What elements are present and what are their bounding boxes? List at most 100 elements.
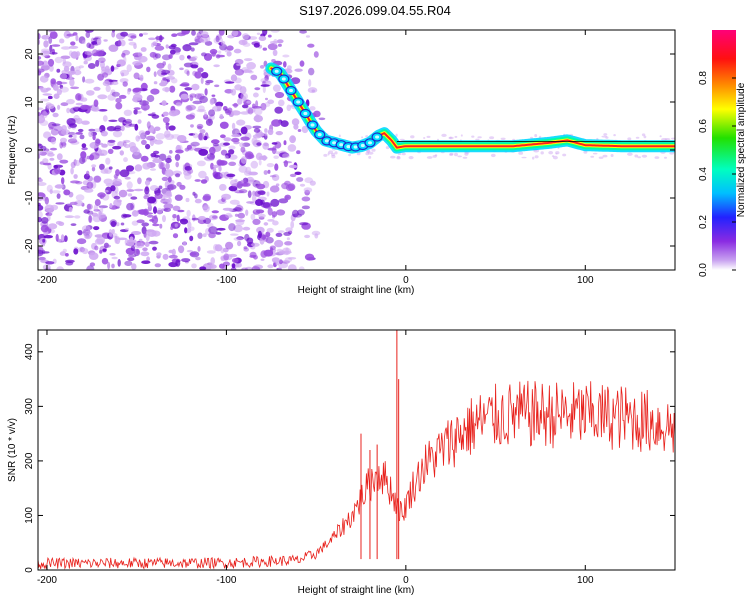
noise-blob	[89, 262, 96, 267]
noise-blob	[190, 141, 200, 147]
noise-blob	[116, 63, 121, 68]
noise-blob	[117, 259, 121, 267]
noise-blob	[225, 212, 233, 219]
noise-blob	[260, 250, 268, 258]
noise-blob	[180, 82, 190, 87]
noise-blob	[262, 30, 268, 36]
noise-blob	[196, 109, 206, 113]
noise-blob	[246, 62, 256, 70]
noise-blob	[267, 34, 272, 38]
noise-blob	[192, 191, 196, 196]
noise-blob	[304, 234, 311, 239]
noise-blob	[637, 156, 641, 159]
noise-blob	[253, 42, 260, 48]
noise-blob	[210, 162, 214, 170]
noise-blob	[49, 64, 54, 72]
noise-blob	[229, 199, 240, 205]
noise-blob	[239, 142, 245, 148]
noise-blob	[115, 102, 123, 110]
noise-blob	[192, 132, 199, 139]
noise-blob	[181, 30, 190, 35]
noise-blob	[80, 151, 87, 159]
noise-blob	[153, 139, 164, 145]
noise-blob	[79, 134, 85, 140]
noise-blob	[278, 259, 283, 265]
noise-blob	[226, 51, 232, 57]
noise-blob	[201, 52, 207, 57]
snr-y-ticks: 0 100 200 300 400	[24, 343, 675, 573]
noise-blob	[356, 151, 361, 156]
noise-blob	[286, 237, 290, 241]
noise-blob	[206, 250, 216, 254]
noise-blob	[175, 149, 184, 154]
noise-blob	[408, 156, 414, 160]
noise-blob	[252, 103, 256, 109]
noise-blob	[168, 54, 173, 59]
noise-blob	[152, 246, 157, 251]
noise-blob	[94, 199, 101, 206]
noise-blob	[123, 109, 133, 117]
noise-blob	[540, 151, 544, 155]
noise-blob	[284, 257, 293, 263]
noise-blob	[55, 220, 63, 225]
noise-blob	[218, 30, 225, 36]
noise-blob	[239, 180, 249, 184]
noise-blob	[132, 52, 143, 58]
noise-blob	[123, 121, 132, 125]
noise-blob	[144, 241, 150, 247]
noise-blob	[551, 155, 555, 158]
noise-blob	[60, 55, 71, 60]
noise-blob	[390, 155, 396, 159]
noise-blob	[267, 128, 274, 136]
noise-blob	[294, 171, 302, 175]
noise-blob	[115, 222, 120, 227]
noise-blob	[176, 181, 182, 187]
noise-blob	[255, 209, 265, 214]
noise-blob	[91, 166, 96, 172]
noise-blob	[255, 100, 259, 108]
noise-blob	[269, 185, 280, 193]
noise-blob	[126, 239, 135, 247]
noise-blob	[248, 171, 258, 176]
noise-blob	[114, 235, 118, 244]
ridge-bead-core	[274, 69, 279, 73]
noise-blob	[95, 59, 100, 67]
noise-blob	[160, 198, 171, 204]
noise-blob	[50, 204, 59, 211]
snr-frame	[37, 329, 676, 571]
noise-blob	[128, 38, 134, 42]
noise-blob	[518, 151, 524, 155]
noise-blob	[68, 50, 73, 57]
noise-blob	[131, 263, 137, 270]
noise-blob	[269, 245, 276, 251]
noise-blob	[258, 159, 262, 166]
noise-blob	[133, 188, 144, 192]
noise-blob	[190, 47, 195, 52]
noise-blob	[46, 184, 53, 193]
noise-blob	[155, 36, 165, 41]
noise-blob	[60, 102, 69, 107]
noise-blob	[41, 249, 46, 255]
noise-blob	[141, 222, 150, 227]
x-tick-label: 0	[403, 275, 409, 286]
noise-blob	[163, 203, 174, 210]
noise-blob	[75, 102, 83, 106]
noise-blob	[127, 89, 131, 95]
noise-blob	[156, 252, 162, 257]
noise-blob	[38, 115, 46, 124]
noise-blob	[90, 152, 100, 160]
noise-blob	[641, 154, 648, 158]
noise-blob	[126, 64, 132, 72]
noise-blob	[124, 118, 132, 124]
noise-blob	[183, 62, 194, 68]
noise-blob	[81, 120, 90, 125]
noise-blob	[172, 218, 176, 221]
noise-blob	[166, 76, 175, 80]
noise-blob	[147, 113, 157, 117]
noise-blob	[610, 154, 614, 157]
noise-blob	[233, 48, 242, 54]
noise-blob	[88, 215, 92, 223]
noise-blob	[219, 121, 229, 129]
noise-blob	[240, 179, 245, 184]
noise-blob	[80, 104, 90, 110]
